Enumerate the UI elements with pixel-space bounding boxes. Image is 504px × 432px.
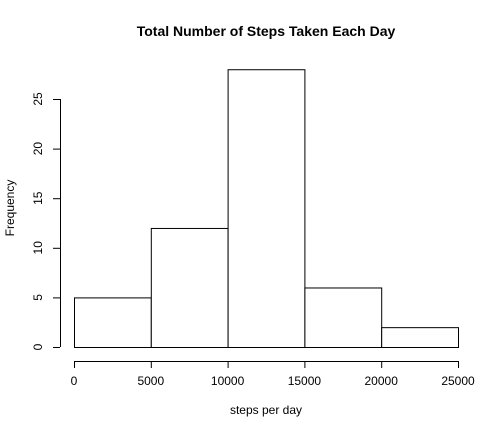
y-tick-label: 15: [31, 191, 45, 205]
y-axis-label: Frequency: [3, 180, 17, 237]
y-tick-label: 20: [31, 142, 45, 156]
chart-title: Total Number of Steps Taken Each Day: [137, 23, 396, 39]
y-tick-label: 0: [31, 343, 45, 350]
x-axis: 0 5000 10000 15000 20000 25000: [71, 361, 475, 388]
x-tick-label: 10000: [211, 374, 245, 388]
x-tick-label: 0: [71, 374, 78, 388]
histogram-bar-2: [150, 227, 229, 349]
x-tick-label: 25000: [441, 374, 475, 388]
x-tick-label: 20000: [365, 374, 399, 388]
x-tick-label: 5000: [137, 374, 164, 388]
y-axis: 0 5 10 15 20 25: [31, 92, 61, 350]
y-tick-label: 25: [31, 92, 45, 106]
bars-group: [74, 69, 460, 349]
x-axis-label: steps per day: [230, 403, 302, 417]
y-tick-label: 5: [31, 294, 45, 301]
histogram-bar-1: [74, 297, 152, 348]
histogram-bar-5: [381, 327, 460, 349]
histogram-bar-4: [304, 287, 383, 349]
y-tick-label: 10: [31, 241, 45, 255]
histogram-bar-3: [227, 69, 306, 349]
x-tick-label: 15000: [288, 374, 322, 388]
